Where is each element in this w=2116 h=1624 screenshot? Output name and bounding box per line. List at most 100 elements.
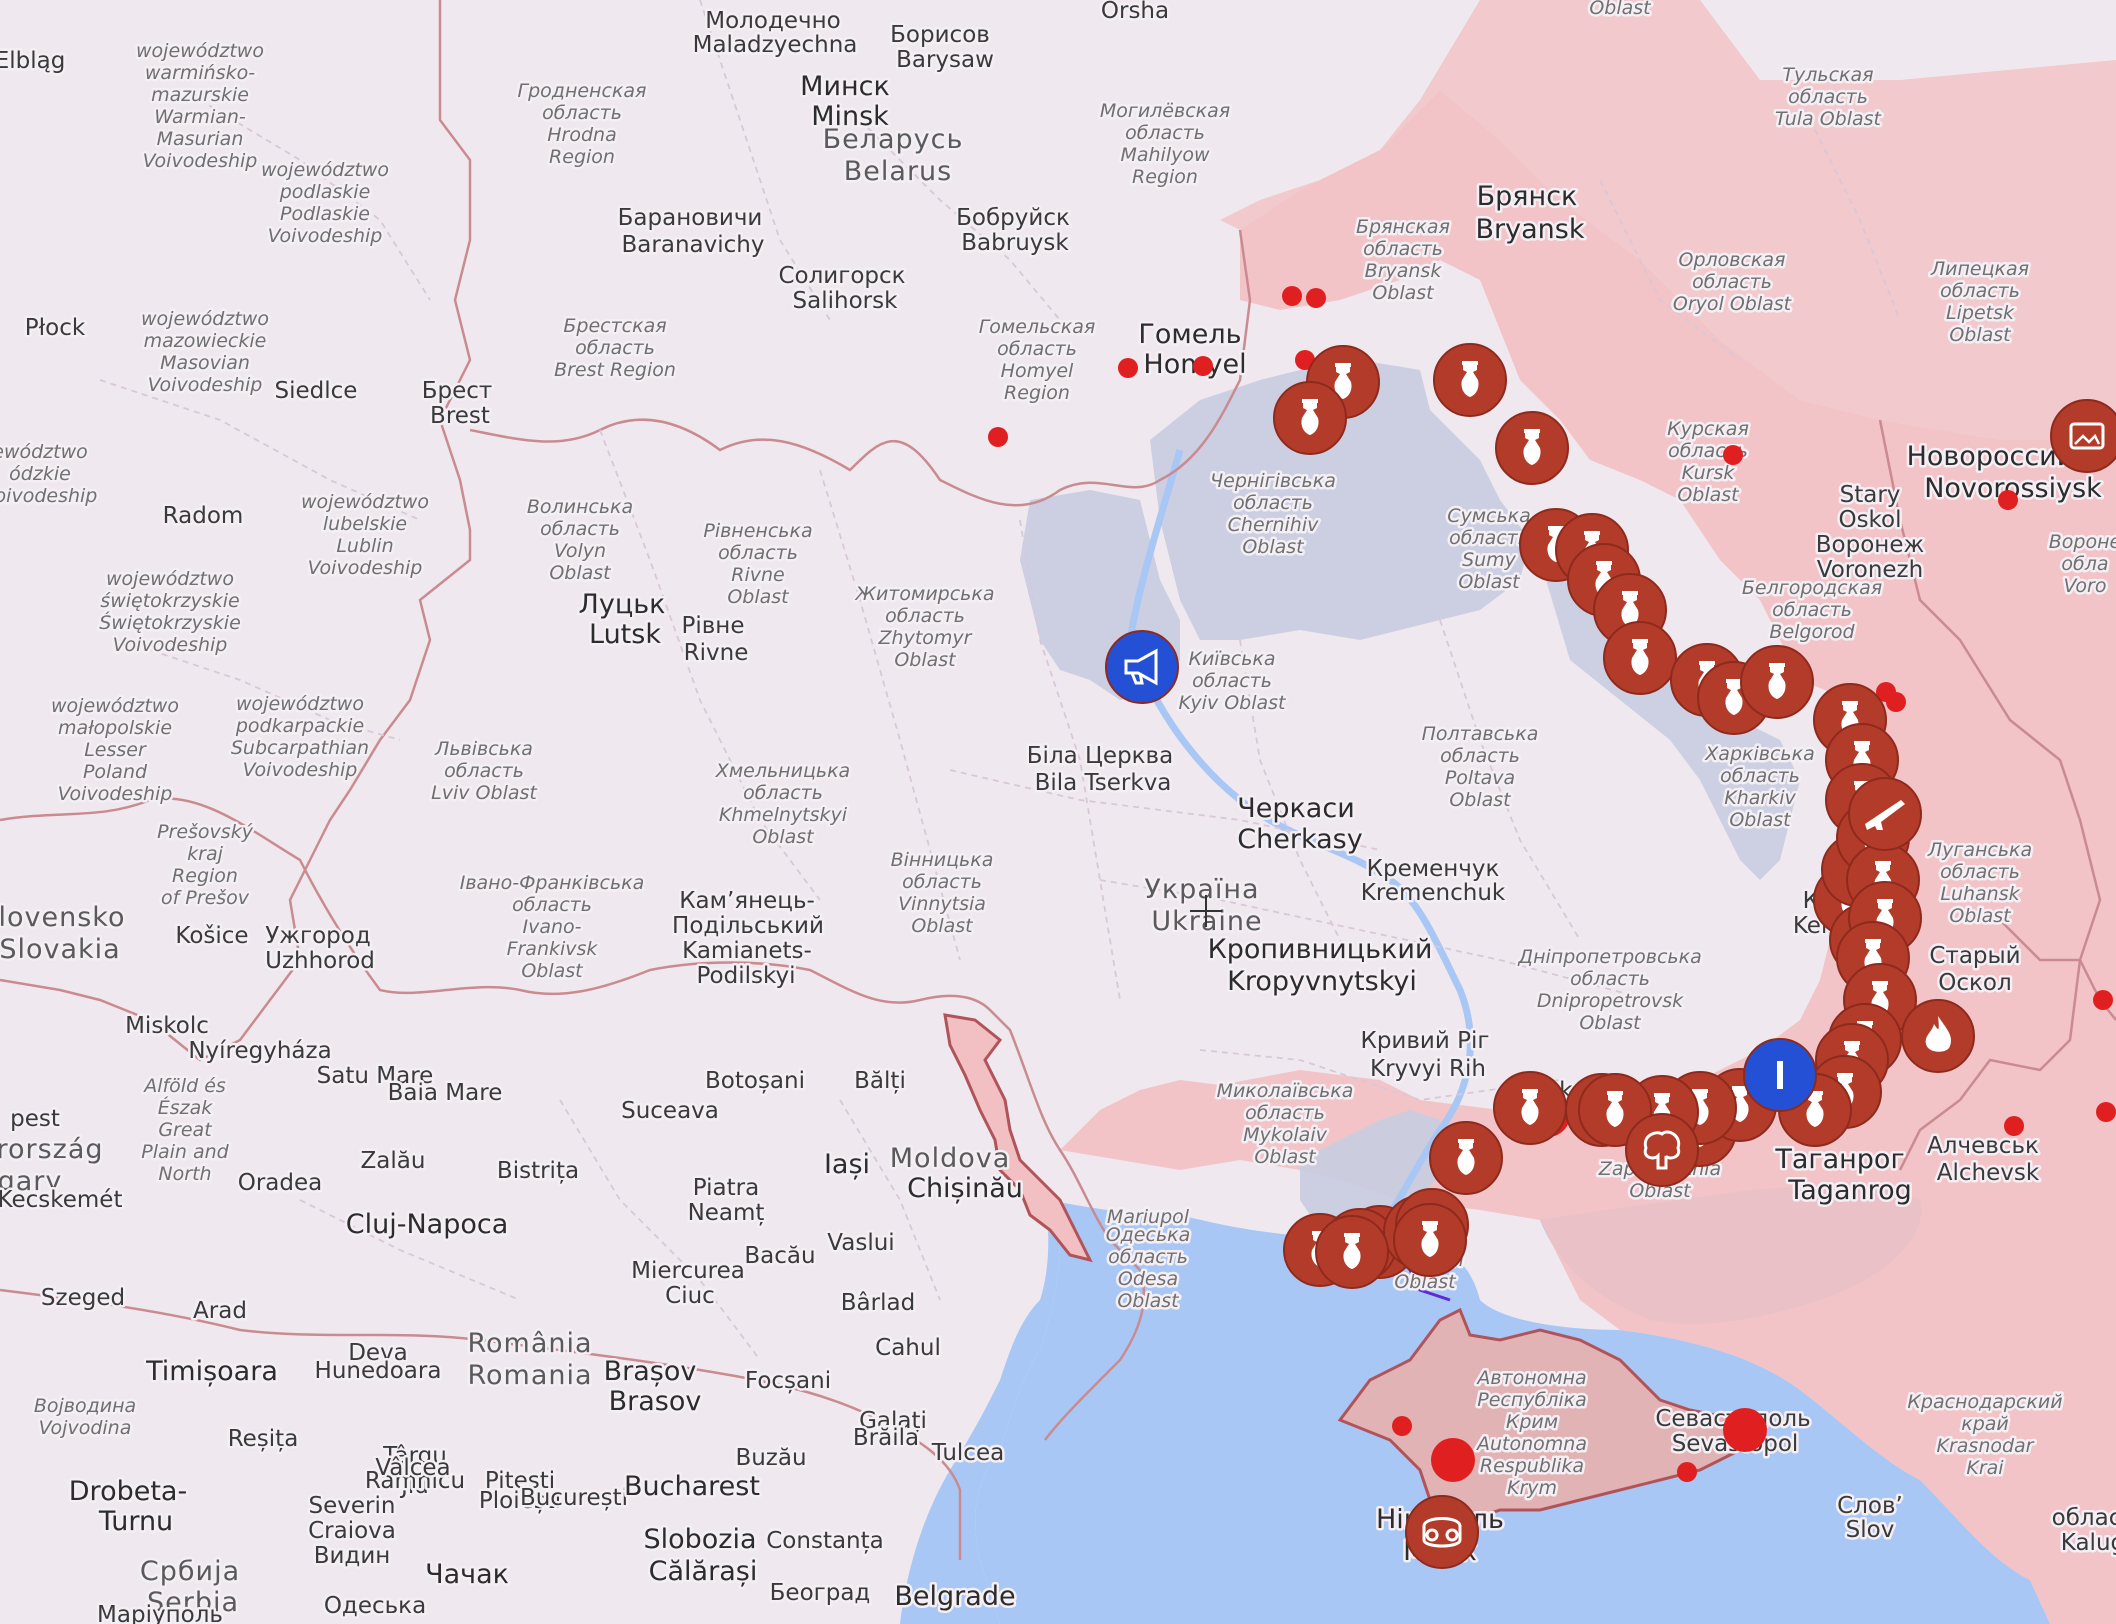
region-label-tula: Tula Oblast (1775, 108, 1883, 130)
region-label-dnipro: Oblast (1579, 1012, 1642, 1034)
region-label-mahilyow: Region (1132, 166, 1198, 188)
city-label: Baranavichy (622, 232, 765, 258)
region-label-homyelreg: Гомельская (979, 316, 1096, 338)
event-dot[interactable] (988, 427, 1008, 447)
region-label-hrodna: Region (549, 146, 615, 168)
marker-bomb-3[interactable] (1433, 343, 1507, 417)
region-label-crimea: Autonomna (1475, 1433, 1587, 1455)
event-dot[interactable] (1282, 286, 1302, 306)
country-label: Belarus (844, 156, 952, 187)
region-label-ivanofrankivsk: область (512, 894, 592, 916)
region-label-lviv: Lviv Oblast (431, 782, 538, 804)
city-label: Bila Tserkva (1035, 770, 1172, 796)
bomb-icon (1421, 1221, 1439, 1257)
region-label-luhansk: Луганська (1927, 839, 2032, 861)
marker-bomb-9[interactable] (1603, 621, 1677, 695)
city-label: Piatra (693, 1175, 759, 1201)
city-label: Брянск (1477, 181, 1578, 212)
city-label: Botoșani (705, 1068, 805, 1094)
city-label: Maladzyechna (693, 32, 858, 58)
marker-image-1[interactable] (2050, 399, 2116, 473)
region-label-chernihiv: Oblast (1242, 536, 1305, 558)
region-label-chernihiv: область (1233, 492, 1313, 514)
region-label-crimea: Автономна (1475, 1367, 1586, 1389)
region-label-lodzkie: Voivodeship (0, 485, 97, 507)
region-label-orel: Орловская (1679, 249, 1786, 271)
city-label: Płock (25, 315, 86, 341)
marker-fire-1[interactable] (1901, 999, 1975, 1073)
event-dot[interactable] (1306, 288, 1326, 308)
region-label-bryanskreg: область (1363, 238, 1443, 260)
region-label-presov: of Prešov (161, 887, 250, 909)
region-label-krasnodar: край (1961, 1413, 2009, 1435)
flag-icon (1777, 1061, 1783, 1089)
marker-megaphone-1[interactable] (1105, 630, 1179, 704)
event-dot-large[interactable] (1723, 1408, 1767, 1452)
region-label-mykolaiv: Миколаївська (1217, 1080, 1354, 1102)
marker-gasmask-1[interactable] (1405, 1495, 1479, 1569)
region-label-vojvodina: Vojvodina (39, 1417, 132, 1439)
event-dot[interactable] (1193, 356, 1213, 376)
occupied-territory (1060, 90, 2116, 1624)
event-dot[interactable] (1998, 490, 2018, 510)
marker-rifle-1[interactable] (1848, 777, 1922, 851)
city-label: Bucharest (624, 1471, 760, 1502)
region-label-warminsko: Warmian- (154, 106, 246, 128)
region-label-volyn: Oblast (549, 562, 612, 584)
city-label: Kryvyi Rih (1370, 1056, 1486, 1082)
event-dot[interactable] (1295, 350, 1315, 370)
city-label: Arad (193, 1298, 247, 1324)
city-label: Видин (314, 1543, 391, 1569)
marker-bomb-30[interactable] (1429, 1121, 1503, 1195)
city-label: București (520, 1485, 628, 1511)
region-label-belgorod: область (1772, 599, 1852, 621)
city-label: Timișoara (145, 1356, 278, 1387)
bomb-icon (1631, 639, 1649, 675)
region-label-lipetsk: Oblast (1949, 324, 2012, 346)
country-label: Беларусь (823, 124, 964, 155)
region-label-tula: область (1788, 86, 1868, 108)
region-label-warminsko: Voivodeship (143, 150, 258, 172)
region-label-khmelnytskyi: Хмельницька (715, 760, 850, 782)
borders (0, 0, 2116, 1560)
marker-bomb[interactable] (1315, 1215, 1389, 1289)
region-label-kherson: Oblast (1394, 1271, 1457, 1293)
region-label-tula: Тульская (1782, 64, 1873, 86)
region-label-belgorod: Белгородская (1742, 577, 1882, 599)
event-dot[interactable] (1392, 1416, 1412, 1436)
event-dot[interactable] (1118, 358, 1138, 378)
region-label-kharkiv: область (1720, 765, 1800, 787)
marker-bomb-2[interactable] (1273, 381, 1347, 455)
region-label-poltava: Oblast (1449, 789, 1512, 811)
city-label: Tulcea (931, 1440, 1004, 1466)
region-label-zaporizhzhia: Oblast (1629, 1180, 1692, 1202)
marker-blue-1[interactable] (1743, 1038, 1817, 1112)
city-label: Кропивницький (1208, 934, 1433, 965)
event-markers[interactable] (1105, 343, 2116, 1569)
region-label-crimea: Respublika (1480, 1455, 1584, 1477)
image-icon (2069, 422, 2105, 450)
city-label: Кременчук (1367, 856, 1500, 882)
region-label-mykolaiv: Mykolaiv (1243, 1124, 1327, 1146)
city-label: Чачак (425, 1559, 509, 1590)
event-dot[interactable] (2004, 1116, 2024, 1136)
city-label: Kecskemét (0, 1187, 122, 1213)
event-dot[interactable] (2093, 990, 2113, 1010)
marker-bomb-29[interactable] (1493, 1071, 1567, 1145)
country-label: România (467, 1328, 592, 1359)
marker-bomb-12[interactable] (1740, 645, 1814, 719)
region-label-podkarpackie: Subcarpathian (231, 737, 369, 759)
marker-tree-1[interactable] (1625, 1113, 1699, 1187)
city-label: Барановичи (618, 205, 763, 231)
city-label: Nyíregyháza (188, 1038, 331, 1064)
event-dot-large[interactable] (1431, 1438, 1475, 1482)
city-label: Uzhhorod (265, 948, 375, 974)
event-dot[interactable] (1677, 1462, 1697, 1482)
event-dot[interactable] (2096, 1102, 2116, 1122)
marker-bomb[interactable] (1393, 1203, 1467, 1277)
marker-bomb-4[interactable] (1495, 411, 1569, 485)
event-dot[interactable] (1886, 692, 1906, 712)
event-dot[interactable] (1723, 445, 1743, 465)
city-label: Salihorsk (793, 288, 899, 314)
